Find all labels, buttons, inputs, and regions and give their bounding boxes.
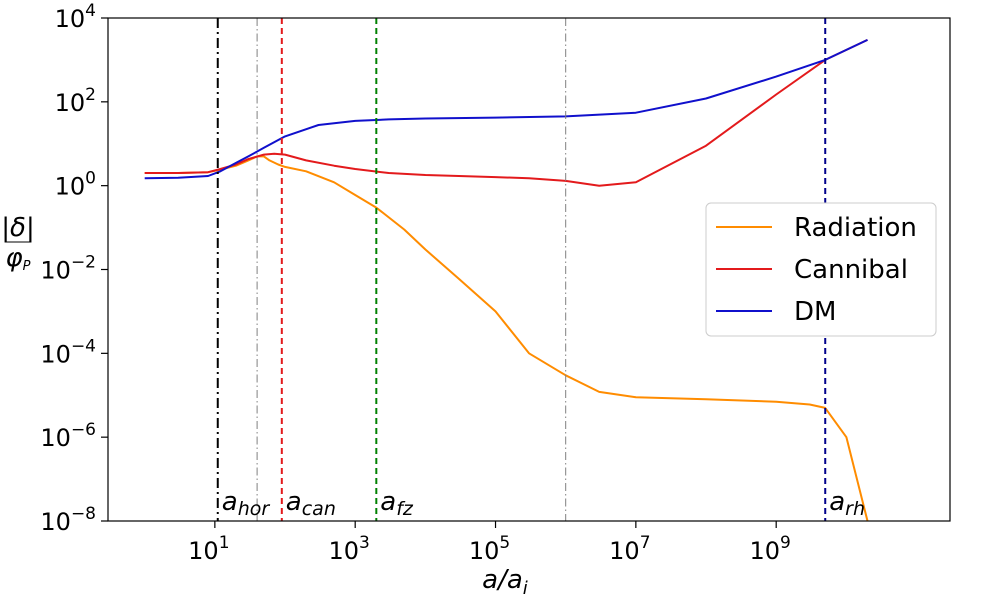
y-tick-label: 104 [55,1,96,33]
legend: Radiation Cannibal DM [705,202,937,337]
x-tick-label: 105 [469,533,510,565]
series-lines [144,38,869,521]
x-tick-label: 101 [188,533,229,565]
legend-label-cannibal: Cannibal [794,255,908,285]
x-axis-label: a/ai [482,565,528,599]
annotation-label-rh: arh [829,487,865,520]
axis-ticks: 101 103 105 107 109 10−8 10−6 10−4 10−2 100 102 104 [40,1,790,565]
series-line-cannibal [144,38,868,187]
y-tick-label: 100 [55,169,96,201]
svg-text:φP: φP [6,243,31,274]
annotation-lines [216,18,827,521]
x-tick-label: 103 [329,533,370,565]
legend-box [705,202,937,337]
annotation-label-hor: ahor [222,487,271,520]
svg-text:|δ|: |δ| [1,213,34,243]
x-tick-label: 109 [750,533,791,565]
series-line-dm [144,38,868,180]
y-tick-label: 10−8 [40,504,96,536]
series-line-radiation [144,155,869,521]
annotation-label-fz: afz [380,487,414,520]
annotation-labels: ahor acan afz arh [222,487,865,520]
y-tick-label: 10−4 [40,336,96,368]
y-tick-label: 10−6 [40,420,96,452]
y-tick-label: 10−2 [40,253,96,285]
legend-label-radiation: Radiation [794,213,917,243]
y-tick-label: 102 [55,85,96,117]
annotation-label-can: acan [286,487,336,520]
legend-label-dm: DM [794,297,836,327]
y-axis-label: |δ| φP [1,213,34,274]
x-tick-label: 107 [609,533,650,565]
